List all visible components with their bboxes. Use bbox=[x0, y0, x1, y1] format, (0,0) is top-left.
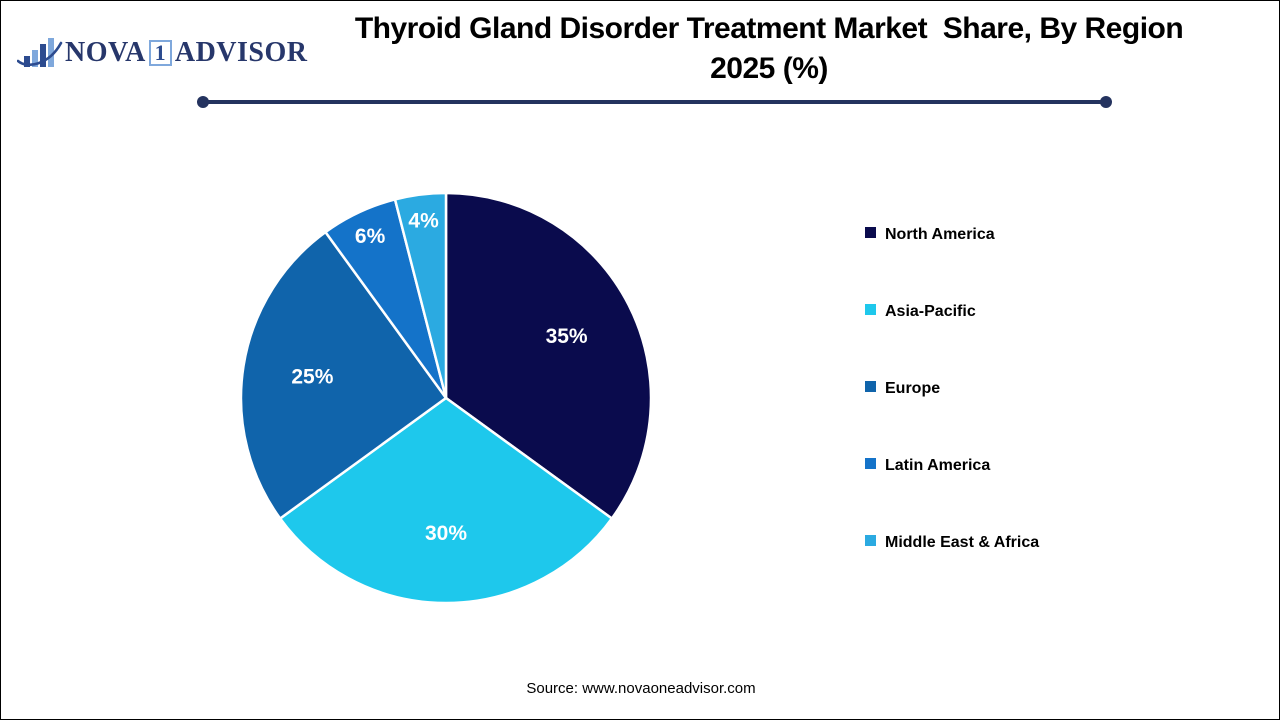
legend-item-middle-east-africa: Middle East & Africa bbox=[865, 530, 1040, 556]
legend-label: North America bbox=[885, 226, 995, 243]
legend-swatch bbox=[865, 458, 876, 469]
nova-one-advisor-logo: NOVA 1 ADVISOR bbox=[17, 34, 307, 72]
legend-item-europe: Europe bbox=[865, 376, 1040, 402]
legend-item-latin-america: Latin America bbox=[865, 453, 1040, 479]
slice-label-middle-east-africa: 4% bbox=[408, 210, 439, 233]
legend-label: Asia-Pacific bbox=[885, 303, 976, 320]
logo-text: NOVA 1 ADVISOR bbox=[65, 37, 307, 69]
logo-one-box: 1 bbox=[148, 40, 172, 66]
separator-right-dot bbox=[1100, 96, 1112, 108]
legend-item-asia-pacific: Asia-Pacific bbox=[865, 299, 1040, 325]
slice-label-latin-america: 6% bbox=[355, 225, 386, 248]
slice-label-north-america: 35% bbox=[546, 325, 588, 348]
chart-title-line2: 2025 (%) bbox=[710, 52, 828, 85]
pie-slice-middle-east-africa bbox=[393, 192, 448, 400]
slice-label-europe: 25% bbox=[291, 365, 333, 388]
pie-slice-north-america bbox=[444, 192, 652, 520]
pie-slice-asia-pacific bbox=[278, 396, 614, 604]
logo-text-nova: NOVA bbox=[65, 37, 146, 68]
legend-swatch bbox=[865, 304, 876, 315]
title-separator-line bbox=[203, 100, 1106, 104]
slice-label-asia-pacific: 30% bbox=[425, 522, 467, 545]
logo-text-advisor: ADVISOR bbox=[174, 37, 308, 68]
legend-label: Europe bbox=[885, 380, 941, 397]
legend-swatch bbox=[865, 227, 876, 238]
chart-title: Thyroid Gland Disorder Treatment Market … bbox=[269, 9, 1269, 89]
source-text: Source: www.novaoneadvisor.com bbox=[526, 680, 756, 697]
legend-label: Latin America bbox=[885, 457, 991, 474]
logo-one: 1 bbox=[154, 40, 167, 65]
chart-title-line1: Thyroid Gland Disorder Treatment Market … bbox=[354, 12, 1184, 45]
separator-left-dot bbox=[197, 96, 209, 108]
legend-item-north-america: North America bbox=[865, 222, 1040, 248]
legend-swatch bbox=[865, 381, 876, 392]
legend-swatch bbox=[865, 535, 876, 546]
pie-slice-europe bbox=[240, 230, 448, 520]
pie-chart: 35% 30% 25% 6% 4% bbox=[240, 192, 652, 604]
bar-chart-swoosh-icon bbox=[17, 38, 63, 67]
legend-label: Middle East & Africa bbox=[885, 534, 1040, 551]
